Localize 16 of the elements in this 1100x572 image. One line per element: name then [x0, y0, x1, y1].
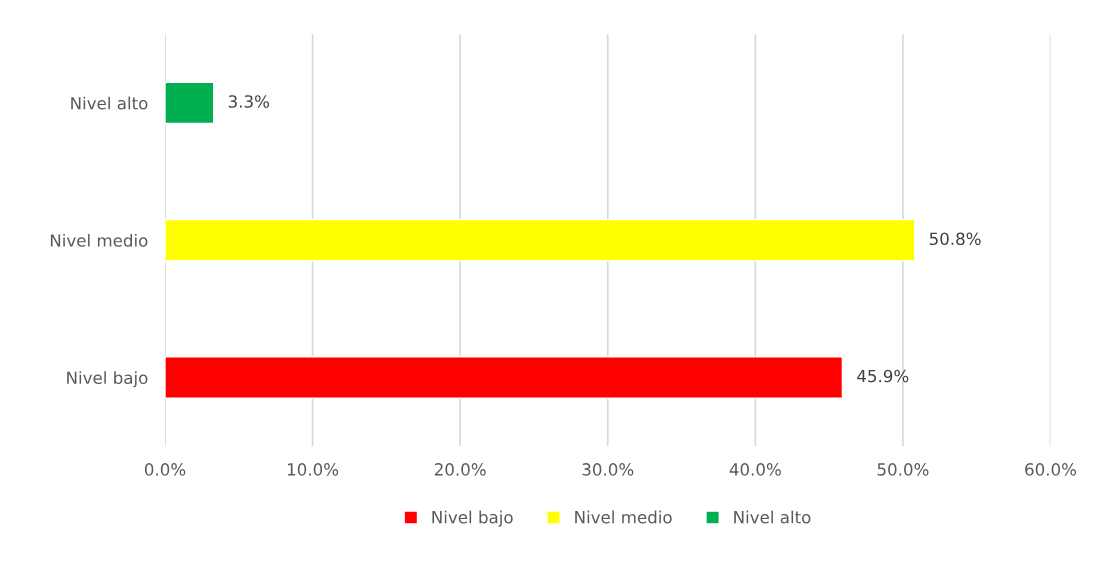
legend-label: Nivel bajo	[432, 510, 513, 527]
y-tick-label: Nivel medio	[50, 233, 148, 247]
x-tick-label: 60.0%	[1025, 463, 1077, 476]
x-tick-label: 50.0%	[877, 463, 929, 476]
y-tick-label: Nivel bajo	[67, 371, 148, 388]
x-tick-label: 0.0%	[144, 463, 186, 476]
data-label: 3.3%	[228, 95, 270, 108]
data-label: 45.9%	[857, 369, 909, 383]
legend-label: Nivel alto	[734, 510, 811, 524]
x-tick-label: 30.0%	[582, 463, 634, 476]
x-tick-label: 40.0%	[729, 463, 781, 476]
x-tick-label: 10.0%	[287, 463, 339, 476]
x-tick-label: 20.0%	[434, 463, 486, 476]
data-label: 50.8%	[929, 232, 981, 246]
legend-label: Nivel medio	[575, 510, 672, 524]
y-tick-label: Nivel alto	[71, 96, 148, 110]
